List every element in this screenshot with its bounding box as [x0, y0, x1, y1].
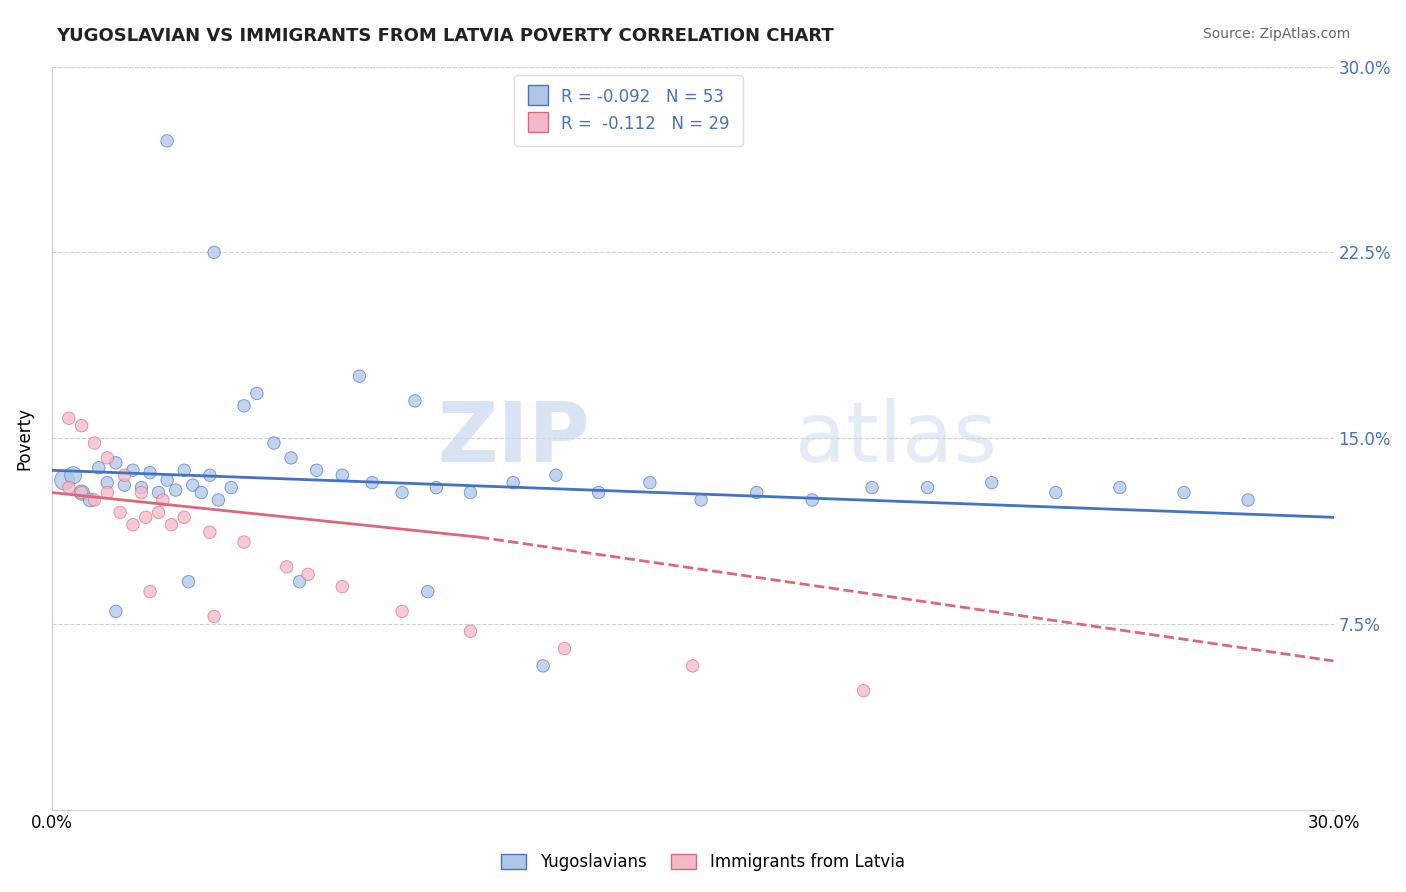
Point: [917, 481, 939, 495]
Point: [801, 493, 824, 508]
Point: [156, 134, 179, 148]
Point: [104, 604, 127, 618]
Point: [198, 525, 221, 540]
Point: [502, 475, 524, 490]
Point: [148, 505, 170, 519]
Point: [860, 481, 883, 495]
Point: [297, 567, 319, 582]
Point: [425, 481, 447, 495]
Point: [139, 584, 162, 599]
Point: [361, 475, 384, 490]
Point: [233, 535, 256, 549]
Point: [588, 485, 610, 500]
Point: [690, 493, 713, 508]
Point: [852, 683, 875, 698]
Point: [58, 481, 80, 495]
Point: [745, 485, 768, 500]
Point: [139, 466, 162, 480]
Point: [276, 559, 298, 574]
Point: [135, 510, 157, 524]
Point: [1237, 493, 1260, 508]
Point: [391, 604, 413, 618]
Point: [62, 468, 84, 483]
Point: [202, 245, 225, 260]
Point: [173, 510, 195, 524]
Point: [1109, 481, 1132, 495]
Point: [83, 493, 105, 508]
Legend: R = -0.092   N = 53, R =  -0.112   N = 29: R = -0.092 N = 53, R = -0.112 N = 29: [515, 75, 742, 146]
Point: [980, 475, 1002, 490]
Point: [104, 456, 127, 470]
Point: [108, 505, 131, 519]
Point: [53, 473, 76, 487]
Point: [280, 450, 302, 465]
Point: [460, 624, 482, 639]
Point: [207, 493, 229, 508]
Point: [553, 641, 575, 656]
Point: [112, 478, 135, 492]
Point: [416, 584, 439, 599]
Point: [638, 475, 661, 490]
Text: Source: ZipAtlas.com: Source: ZipAtlas.com: [1202, 27, 1350, 41]
Point: [349, 369, 371, 384]
Point: [544, 468, 567, 483]
Point: [233, 399, 256, 413]
Point: [96, 475, 118, 490]
Text: YUGOSLAVIAN VS IMMIGRANTS FROM LATVIA POVERTY CORRELATION CHART: YUGOSLAVIAN VS IMMIGRANTS FROM LATVIA PO…: [56, 27, 834, 45]
Point: [219, 481, 242, 495]
Point: [70, 418, 93, 433]
Point: [682, 659, 704, 673]
Text: ZIP: ZIP: [437, 398, 591, 479]
Point: [148, 485, 170, 500]
Point: [202, 609, 225, 624]
Point: [198, 468, 221, 483]
Point: [131, 481, 153, 495]
Point: [160, 517, 183, 532]
Point: [122, 517, 145, 532]
Point: [165, 483, 187, 497]
Point: [173, 463, 195, 477]
Point: [122, 463, 145, 477]
Point: [96, 450, 118, 465]
Point: [79, 493, 101, 508]
Point: [96, 485, 118, 500]
Point: [131, 485, 153, 500]
Point: [58, 411, 80, 425]
Point: [263, 436, 285, 450]
Point: [181, 478, 204, 492]
Point: [288, 574, 311, 589]
Point: [531, 659, 554, 673]
Point: [83, 436, 105, 450]
Point: [112, 468, 135, 483]
Point: [404, 393, 426, 408]
Point: [330, 580, 353, 594]
Point: [190, 485, 212, 500]
Point: [246, 386, 269, 401]
Point: [70, 485, 93, 500]
Text: atlas: atlas: [796, 398, 997, 479]
Point: [70, 485, 93, 500]
Point: [460, 485, 482, 500]
Point: [1045, 485, 1067, 500]
Point: [391, 485, 413, 500]
Point: [177, 574, 200, 589]
Y-axis label: Poverty: Poverty: [15, 407, 32, 469]
Point: [87, 460, 110, 475]
Point: [1173, 485, 1195, 500]
Point: [330, 468, 353, 483]
Point: [305, 463, 328, 477]
Point: [152, 493, 174, 508]
Point: [156, 473, 179, 487]
Legend: Yugoslavians, Immigrants from Latvia: Yugoslavians, Immigrants from Latvia: [494, 845, 912, 880]
